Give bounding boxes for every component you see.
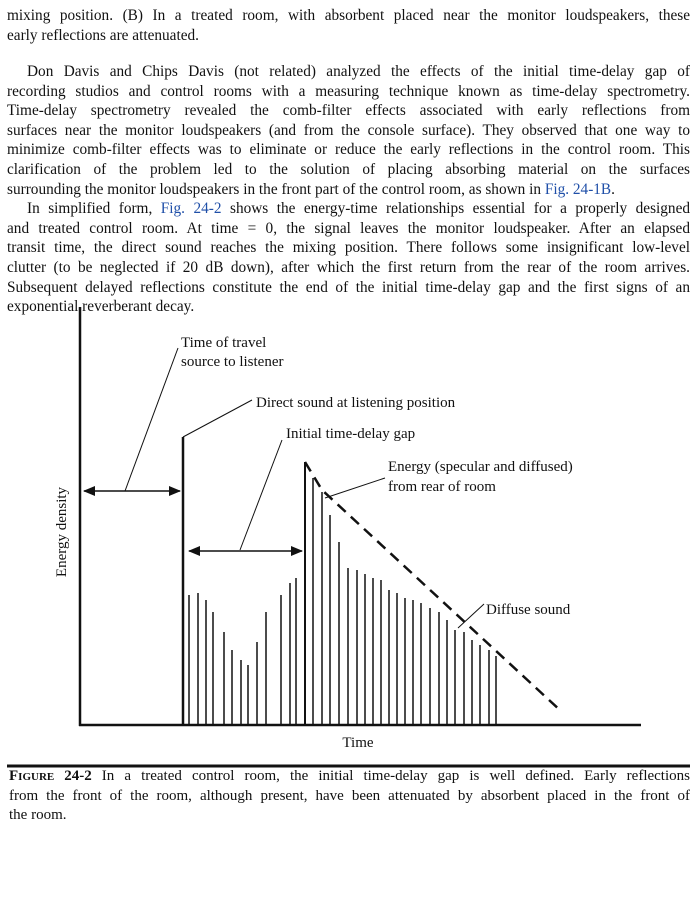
x-axis-label: Time — [342, 735, 373, 751]
caption-text: In a treated control room, the initial t… — [101, 768, 690, 784]
annotation: Direct sound at listening position — [256, 395, 456, 411]
leader — [182, 399, 253, 438]
text-line: Subsequent delayed reflections constitut… — [7, 278, 690, 297]
text: recording studios and control rooms with… — [7, 82, 690, 100]
annotation: from rear of room — [388, 479, 496, 495]
leader — [239, 439, 283, 551]
text: Don Davis and Chips Davis (not related) … — [27, 63, 690, 80]
annotation: Time of travel — [181, 335, 266, 351]
caption-line: the room. — [9, 806, 690, 825]
text-line: In simplified form, Fig. 24-2 shows the … — [27, 199, 690, 218]
text: and treated control room. At time = 0, t… — [7, 219, 690, 237]
text: transit time, the direct sound reaches t… — [7, 239, 690, 257]
annotation: source to listener — [181, 354, 283, 370]
text: clarification of the problem led to the … — [7, 161, 690, 178]
y-axis-label: Energy density — [54, 486, 70, 577]
text: exponential reverberant decay. — [7, 298, 195, 316]
text-line: early reflections are attenuated. — [7, 26, 690, 45]
text: In simplified form, — [27, 200, 161, 218]
text: surfaces near the monitor loudspeakers (… — [7, 121, 690, 139]
leader — [457, 603, 485, 629]
text: surrounding the monitor loudspeakers in … — [7, 180, 545, 198]
annotation: Initial time-delay gap — [286, 426, 415, 442]
text: . — [611, 180, 615, 198]
link[interactable]: Fig. 24-2 — [160, 200, 222, 218]
text-line: surrounding the monitor loudspeakers in … — [7, 180, 690, 199]
text-line: surfaces near the monitor loudspeakers (… — [7, 121, 690, 140]
decay-envelope — [303, 461, 563, 713]
text: clutter (to be neglected if 20 dB down),… — [7, 259, 690, 276]
link[interactable]: Fig. 24-1B — [544, 180, 612, 198]
caption-text: the room. — [9, 807, 67, 823]
text-line: clarification of the problem led to the … — [7, 160, 690, 179]
reflection-spikes — [188, 478, 497, 725]
caption-label: Figure 24-2 — [9, 768, 92, 784]
text-line: transit time, the direct sound reaches t… — [7, 238, 690, 257]
text-line: mixing position. (B) In a treated room, … — [7, 6, 690, 25]
text: mixing position. (B) In a treated room, … — [7, 7, 690, 24]
text: shows the energy-time relationships esse… — [221, 200, 691, 218]
text-line: and treated control room. At time = 0, t… — [7, 219, 690, 238]
text: Subsequent delayed reflections constitut… — [7, 278, 690, 296]
annotation: Diffuse sound — [486, 602, 571, 618]
annotation: Energy (specular and diffused) — [388, 459, 573, 475]
text-line: exponential reverberant decay. — [7, 297, 690, 316]
caption-line: Figure 24-2 In a treated control room, th… — [9, 767, 690, 786]
caption-text: from the front of the room, although pre… — [9, 787, 690, 804]
text-line: clutter (to be neglected if 20 dB down),… — [7, 258, 690, 277]
text: Time-delay spectrometry revealed the com… — [7, 102, 690, 120]
diagram-lines — [78, 307, 641, 727]
text-line: recording studios and control rooms with… — [7, 82, 690, 101]
text-line: minimize comb-filter effects was to elim… — [7, 140, 690, 159]
text-line: Time-delay spectrometry revealed the com… — [7, 101, 690, 120]
text: minimize comb-filter effects was to elim… — [7, 141, 690, 159]
text: early reflections are attenuated. — [7, 26, 199, 44]
text-line: Don Davis and Chips Davis (not related) … — [27, 62, 690, 81]
leader — [324, 477, 386, 499]
leader — [124, 347, 179, 492]
caption-line: from the front of the room, although pre… — [9, 787, 690, 806]
